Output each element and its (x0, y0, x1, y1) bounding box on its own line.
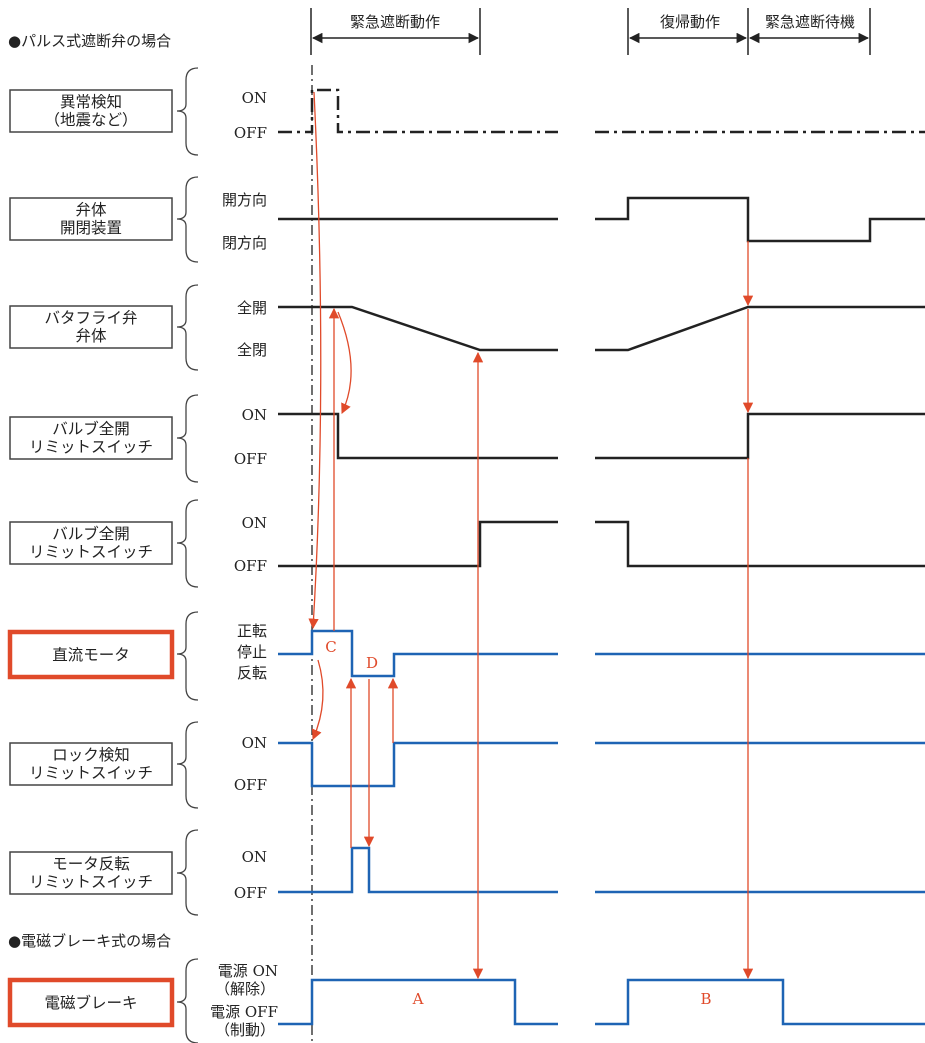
marker-a: A (412, 990, 424, 1008)
arrow-motor-to-lock (311, 659, 324, 740)
level-label: ON (242, 734, 267, 752)
signal-box (9, 416, 173, 460)
signal-box (9, 851, 173, 895)
level-label: OFF (234, 124, 267, 142)
signal-waveform-reset (595, 412, 925, 460)
level-label: 電源 ON (218, 962, 278, 980)
arrow-butterfly-to-ls (337, 311, 352, 414)
signal-box-label: リミットスイッチ (29, 873, 153, 891)
signal-box-label: バタフライ弁 (44, 309, 137, 327)
signal-box-label: 電磁ブレーキ (44, 993, 137, 1012)
signal-waveform (278, 741, 558, 788)
row-brake: 電磁ブレーキ 電源 ON （解除） 電源 OFF （制動） (7, 958, 925, 1043)
brace (176, 176, 199, 263)
phase-reset: 復帰動作 緊急遮断待機 (627, 8, 871, 55)
signal-box-label: ロック検知 (52, 746, 130, 764)
brace (176, 958, 199, 1043)
row-actuator: 弁体 開閉装置 開方向 閉方向 (9, 176, 925, 263)
brace (176, 611, 199, 701)
signal-box-label: （地震など） (44, 111, 137, 129)
signal-waveform (278, 978, 558, 1026)
row-butterfly: バタフライ弁 弁体 全開 全閉 (9, 284, 925, 371)
level-label: ON (242, 406, 267, 424)
brace (176, 721, 199, 809)
brace (176, 394, 199, 483)
level-label: （解除） (215, 980, 275, 998)
level-label: 反転 (237, 664, 267, 682)
phase-label-emergency: 緊急遮断動作 (350, 13, 440, 31)
signal-box-label: 弁体 (75, 327, 107, 345)
signal-box-label: 弁体 (75, 201, 107, 219)
level-label: OFF (234, 776, 267, 794)
phase-label-reset: 復帰動作 (660, 13, 720, 31)
level-label: OFF (234, 557, 267, 575)
level-label: 閉方向 (222, 234, 267, 252)
row-anomaly: 異常検知 （地震など） ON OFF (9, 67, 925, 156)
level-label: OFF (234, 884, 267, 902)
marker-d: D (366, 654, 378, 672)
signal-waveform-reset (595, 305, 925, 352)
row-ls-close: バルブ全開 リミットスイッチ ON OFF (9, 499, 925, 588)
level-label: 電源 OFF (210, 1003, 278, 1021)
signal-box-label: バルブ全開 (52, 419, 130, 438)
level-label: 開方向 (222, 191, 267, 209)
level-label: 正転 (237, 622, 267, 640)
level-label: OFF (234, 450, 267, 468)
signal-box-label: バルブ全開 (52, 524, 130, 543)
signal-waveform (278, 305, 558, 352)
signal-waveform-reset (595, 196, 925, 243)
level-label: 停止 (237, 643, 267, 661)
level-label: 全閉 (237, 341, 267, 359)
row-motor-rev-ls: モータ反転 リミットスイッチ ON OFF (9, 829, 925, 916)
brace (176, 284, 199, 371)
marker-c: C (325, 638, 336, 656)
signal-waveform (278, 520, 558, 568)
signal-waveform-reset (595, 978, 925, 1026)
signal-waveform (278, 412, 558, 460)
brace (176, 499, 199, 588)
signal-box-label: リミットスイッチ (29, 764, 153, 782)
brace (176, 829, 199, 916)
signal-waveform (278, 846, 558, 894)
row-dc-motor: 直流モータ 正転 停止 反転 (7, 611, 925, 701)
level-label: （制動） (215, 1021, 275, 1039)
signal-waveform (278, 88, 558, 134)
signal-box-highlight (7, 629, 175, 680)
signal-box (9, 197, 173, 241)
signal-waveform (278, 629, 558, 678)
signal-box-label: 直流モータ (52, 646, 130, 664)
signal-box-label: リミットスイッチ (29, 543, 153, 561)
level-label: 全開 (237, 299, 267, 317)
row-lock-ls: ロック検知 リミットスイッチ ON OFF (9, 721, 925, 809)
section-title-pulse: ●パルス式遮断弁の場合 (8, 32, 171, 50)
signal-box (9, 89, 173, 133)
level-label: ON (242, 89, 267, 107)
brace (176, 67, 199, 156)
signal-box (9, 521, 173, 565)
signal-box (9, 305, 173, 349)
section-title-brake: ●電磁ブレーキ式の場合 (8, 932, 171, 950)
level-label: ON (242, 514, 267, 532)
signal-box (9, 742, 173, 786)
row-ls-open: バルブ全開 リミットスイッチ ON OFF (9, 394, 925, 483)
arrow-anomaly-to-motor (308, 91, 322, 630)
marker-b: B (700, 990, 711, 1008)
signal-box-label: 異常検知 (60, 93, 122, 111)
signal-box-label: リミットスイッチ (29, 438, 153, 456)
signal-box-label: 開閉装置 (60, 219, 122, 237)
phase-label-standby: 緊急遮断待機 (765, 13, 855, 31)
causal-arrows (308, 91, 754, 980)
signal-box-highlight (7, 977, 175, 1028)
phase-emergency: 緊急遮断動作 (310, 8, 481, 55)
level-label: ON (242, 848, 267, 866)
signal-box-label: モータ反転 (52, 855, 130, 873)
signal-waveform-reset (595, 520, 925, 568)
